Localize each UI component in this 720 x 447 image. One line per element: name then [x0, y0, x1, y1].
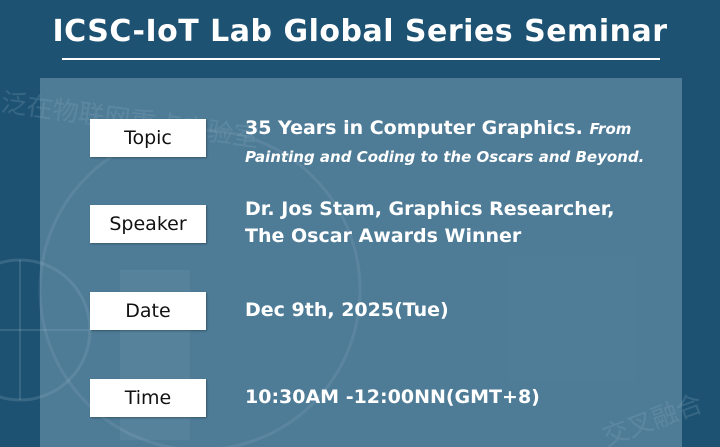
- info-line: 10:30AM -12:00NN(GMT+8): [245, 386, 540, 408]
- row-info: Dr. Jos Stam, Graphics Researcher, The Os…: [245, 196, 615, 250]
- row-label: Speaker: [90, 205, 206, 243]
- row-info: 10:30AM -12:00NN(GMT+8): [245, 384, 540, 411]
- info-line: Dr. Jos Stam, Graphics Researcher,: [245, 198, 615, 220]
- info-line: 35 Years in Computer Graphics.: [245, 117, 583, 139]
- title: ICSC-IoT Lab Global Series Seminar: [52, 14, 668, 49]
- title-underline: [62, 58, 660, 60]
- row-label: Time: [90, 379, 206, 417]
- row-label: Topic: [90, 119, 206, 157]
- row-info: Dec 9th, 2025(Tue): [245, 297, 449, 324]
- info-line: The Oscar Awards Winner: [245, 225, 522, 247]
- info-italic: From Painting and Coding to the Oscars a…: [245, 120, 645, 166]
- info-line: Dec 9th, 2025(Tue): [245, 299, 449, 321]
- row-label: Date: [90, 292, 206, 330]
- row-info: 35 Years in Computer Graphics. From Pain…: [245, 115, 665, 171]
